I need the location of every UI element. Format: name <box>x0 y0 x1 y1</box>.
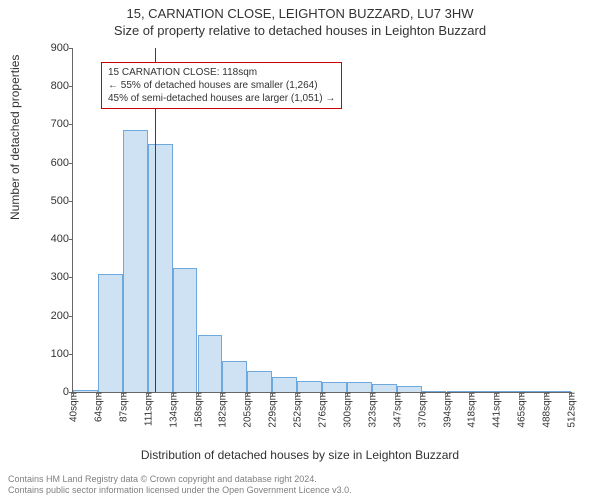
x-tick-mark <box>98 392 99 396</box>
y-tick-mark <box>69 163 73 164</box>
histogram-bar <box>496 391 521 392</box>
x-tick-label: 465sqm <box>515 392 528 428</box>
x-tick-label: 205sqm <box>241 392 254 428</box>
x-tick-mark <box>571 392 572 396</box>
x-tick-mark <box>546 392 547 396</box>
annotation-box: 15 CARNATION CLOSE: 118sqm← 55% of detac… <box>101 62 342 109</box>
histogram-bar <box>372 384 397 392</box>
histogram-bar <box>422 391 447 392</box>
x-tick-mark <box>322 392 323 396</box>
x-tick-mark <box>123 392 124 396</box>
x-tick-label: 229sqm <box>266 392 279 428</box>
x-tick-mark <box>397 392 398 396</box>
x-tick-label: 64sqm <box>91 392 104 422</box>
x-tick-label: 488sqm <box>540 392 553 428</box>
histogram-bar <box>173 268 198 392</box>
chart-title-desc: Size of property relative to detached ho… <box>0 21 600 38</box>
histogram-bar <box>123 130 148 392</box>
x-tick-label: 134sqm <box>166 392 179 428</box>
x-tick-label: 418sqm <box>465 392 478 428</box>
x-tick-label: 87sqm <box>116 392 129 422</box>
histogram-bar <box>297 381 322 392</box>
x-tick-mark <box>198 392 199 396</box>
y-tick-mark <box>69 201 73 202</box>
footer-line2: Contains public sector information licen… <box>8 485 352 496</box>
histogram-bar <box>521 391 546 392</box>
x-tick-label: 394sqm <box>440 392 453 428</box>
x-tick-mark <box>471 392 472 396</box>
x-tick-label: 300sqm <box>340 392 353 428</box>
histogram-bar <box>347 382 372 392</box>
histogram-bar <box>73 390 98 392</box>
x-tick-mark <box>297 392 298 396</box>
x-tick-label: 158sqm <box>191 392 204 428</box>
x-tick-label: 182sqm <box>216 392 229 428</box>
x-tick-label: 370sqm <box>415 392 428 428</box>
x-tick-mark <box>173 392 174 396</box>
histogram-bar <box>148 144 173 392</box>
y-tick-mark <box>69 239 73 240</box>
x-tick-mark <box>521 392 522 396</box>
x-tick-mark <box>222 392 223 396</box>
histogram-bar <box>322 382 347 392</box>
x-tick-mark <box>422 392 423 396</box>
footer-line1: Contains HM Land Registry data © Crown c… <box>8 474 352 485</box>
y-tick-mark <box>69 48 73 49</box>
x-tick-mark <box>272 392 273 396</box>
chart-plot-area: 010020030040050060070080090040sqm64sqm87… <box>72 48 571 393</box>
y-tick-mark <box>69 124 73 125</box>
x-tick-mark <box>148 392 149 396</box>
histogram-bar <box>546 391 571 392</box>
x-tick-mark <box>496 392 497 396</box>
annotation-line2: ← 55% of detached houses are smaller (1,… <box>108 79 335 92</box>
annotation-line1: 15 CARNATION CLOSE: 118sqm <box>108 66 335 79</box>
x-tick-label: 323sqm <box>365 392 378 428</box>
histogram-bar <box>198 335 223 392</box>
x-tick-mark <box>447 392 448 396</box>
x-tick-mark <box>247 392 248 396</box>
annotation-line3: 45% of semi-detached houses are larger (… <box>108 92 335 105</box>
histogram-bar <box>447 391 472 392</box>
histogram-bar <box>397 386 422 392</box>
y-tick-mark <box>69 354 73 355</box>
y-tick-mark <box>69 316 73 317</box>
histogram-bar <box>471 391 496 392</box>
chart-title-address: 15, CARNATION CLOSE, LEIGHTON BUZZARD, L… <box>0 0 600 21</box>
histogram-bar <box>98 274 123 392</box>
y-axis-label: Number of detached properties <box>8 55 22 220</box>
histogram-bar <box>247 371 272 392</box>
x-tick-mark <box>73 392 74 396</box>
footer-attribution: Contains HM Land Registry data © Crown c… <box>8 474 352 496</box>
x-tick-label: 111sqm <box>141 392 154 426</box>
x-tick-label: 276sqm <box>316 392 329 428</box>
x-tick-label: 252sqm <box>291 392 304 428</box>
x-tick-label: 441sqm <box>490 392 503 428</box>
x-tick-label: 347sqm <box>390 392 403 428</box>
x-tick-label: 512sqm <box>565 392 578 428</box>
histogram-bar <box>222 361 247 392</box>
y-tick-mark <box>69 86 73 87</box>
histogram-bar <box>272 377 297 392</box>
x-tick-mark <box>347 392 348 396</box>
x-tick-label: 40sqm <box>67 392 80 422</box>
x-tick-mark <box>372 392 373 396</box>
x-axis-label: Distribution of detached houses by size … <box>0 448 600 462</box>
y-tick-mark <box>69 277 73 278</box>
